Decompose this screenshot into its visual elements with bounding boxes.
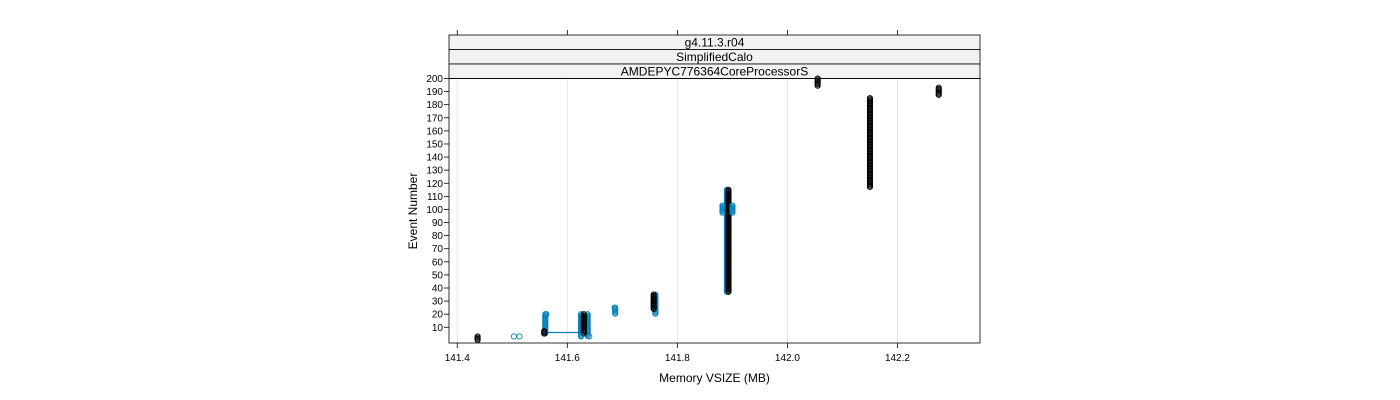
y-tick-label: 200 [426, 74, 443, 85]
x-tick-label: 141.8 [665, 353, 690, 364]
data-point [725, 288, 732, 295]
strip-2-label: SimplifiedCalo [676, 50, 753, 64]
data-point [814, 82, 821, 89]
y-tick-label: 50 [432, 270, 444, 281]
data-point [510, 333, 517, 340]
data-point [612, 310, 619, 317]
data-points [474, 75, 942, 344]
data-point [516, 333, 523, 340]
point-cluster [866, 95, 873, 190]
point-cluster [474, 333, 481, 344]
y-tick-label: 180 [426, 100, 443, 111]
x-tick-label: 142.0 [775, 353, 800, 364]
x-axis: 141.4 141.6 141.8 142.0 142.2 [445, 30, 910, 364]
data-point [578, 333, 585, 340]
strip-1-label: g4.11.3.r04 [685, 36, 745, 50]
plot-panel-border [448, 78, 981, 344]
y-tick-label: 190 [426, 87, 443, 98]
y-tick-label: 90 [432, 218, 444, 229]
y-tick-label: 100 [426, 205, 443, 216]
y-tick-label: 130 [426, 166, 443, 177]
y-tick-label: 140 [426, 153, 443, 164]
grid-lines [456, 78, 898, 343]
y-tick-label: 150 [426, 139, 443, 150]
y-axis: 10 20 30 40 50 60 70 80 90 100 110 120 130 140 150 160 1… [426, 74, 449, 334]
y-tick-label: 20 [432, 310, 444, 321]
y-tick-label: 70 [432, 244, 444, 255]
data-point [719, 209, 726, 216]
data-point [611, 304, 618, 311]
data-point [543, 311, 550, 318]
x-tick-label: 141.4 [445, 353, 470, 364]
strip-3-label: AMDEPYC776364CoreProcessorS [621, 65, 808, 79]
y-tick-label: 60 [432, 257, 444, 268]
data-point [729, 209, 736, 216]
point-cluster [541, 328, 548, 337]
data-point [866, 183, 873, 190]
data-point [541, 330, 548, 337]
y-tick-label: 160 [426, 126, 443, 137]
y-tick-label: 30 [432, 297, 444, 308]
point-cluster [725, 186, 732, 295]
data-point [586, 333, 593, 340]
y-tick-label: 110 [427, 192, 443, 203]
y-tick-label: 120 [426, 179, 443, 190]
point-cluster [935, 84, 942, 98]
y-tick-label: 10 [432, 323, 444, 334]
data-point [935, 91, 942, 98]
y-tick-label: 170 [426, 113, 443, 124]
point-cluster [729, 202, 736, 216]
y-tick-label: 80 [432, 231, 444, 242]
y-tick-label: 40 [432, 284, 444, 295]
x-tick-label: 142.2 [885, 353, 910, 364]
x-axis-title: Memory VSIZE (MB) [659, 371, 770, 385]
x-tick-label: 141.6 [555, 353, 580, 364]
point-cluster [650, 291, 657, 313]
data-point [650, 305, 657, 313]
strip-headers: g4.11.3.r04 SimplifiedCalo AMDEPYC776364… [448, 34, 981, 79]
point-cluster [580, 311, 587, 337]
y-axis-title: Event Number [406, 173, 420, 250]
point-cluster [719, 202, 726, 216]
